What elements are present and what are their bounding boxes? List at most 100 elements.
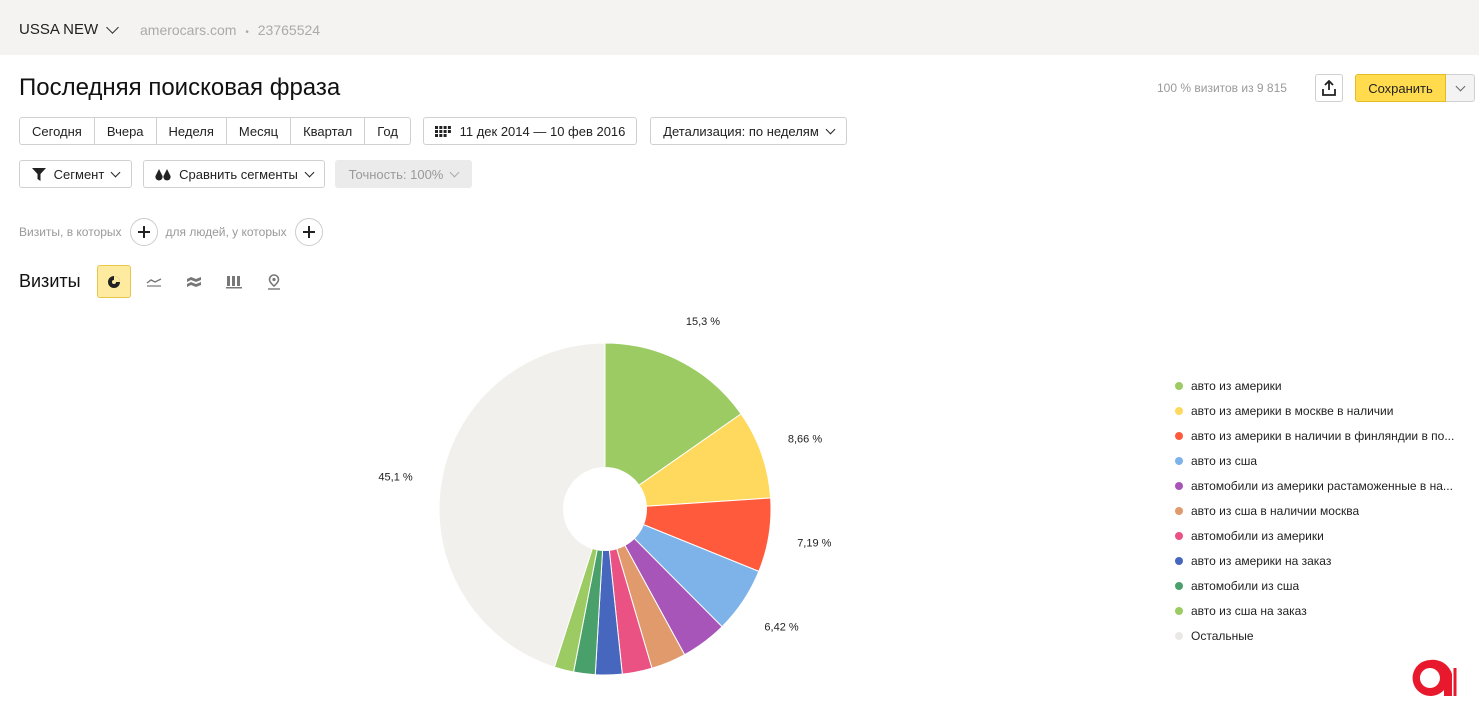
line-chart-icon — [146, 277, 162, 287]
top-bar: USSA NEW amerocars.com • 23765524 — [0, 0, 1479, 55]
legend-label: авто из сша на заказ — [1191, 603, 1307, 618]
legend-label: автомобили из америки — [1191, 528, 1324, 543]
legend-label: авто из сша — [1191, 453, 1257, 468]
people-filter-label: для людей, у которых — [165, 225, 287, 239]
counter-site: amerocars.com — [140, 22, 237, 38]
pie-slice-0[interactable] — [604, 342, 742, 510]
chevron-down-icon — [110, 167, 121, 177]
period-quarter[interactable]: Квартал — [291, 118, 366, 144]
legend-dot-icon — [1175, 556, 1183, 565]
chevron-down-icon — [304, 167, 315, 177]
legend-item-0[interactable]: авто из америки — [1175, 373, 1475, 398]
legend-dot-icon — [1175, 431, 1183, 440]
legend-item-8[interactable]: автомобили из сша — [1175, 573, 1475, 598]
segment-label: Сегмент — [53, 166, 105, 182]
period-year[interactable]: Год — [377, 123, 398, 139]
plus-icon — [302, 226, 315, 238]
legend-label: автомобили из америки растаможенные в на… — [1191, 478, 1453, 493]
save-button[interactable]: Сохранить — [1355, 74, 1446, 102]
compare-segments-button[interactable]: Сравнить сегменты — [143, 160, 325, 188]
legend-label: Остальные — [1191, 628, 1254, 643]
legend-label: авто из америки на заказ — [1191, 553, 1332, 568]
pie-chart-icon — [108, 275, 120, 288]
map-icon — [268, 273, 280, 290]
slice-label-10: 45,1 % — [378, 471, 412, 483]
legend-item-3[interactable]: авто из сша — [1175, 448, 1475, 473]
view-area-button[interactable] — [177, 265, 211, 298]
legend-dot-icon — [1175, 606, 1183, 615]
save-options-button[interactable] — [1446, 74, 1475, 102]
legend-label: авто из сша в наличии москва — [1191, 503, 1360, 518]
chevron-down-icon — [825, 124, 836, 134]
legend-label: авто из америки — [1191, 378, 1282, 393]
slice-label-2: 7,19 % — [797, 538, 831, 550]
legend-item-7[interactable]: авто из америки на заказ — [1175, 548, 1475, 573]
calendar-icon — [434, 125, 451, 137]
pie-slice-1[interactable] — [603, 413, 772, 510]
donut-hole — [563, 467, 647, 551]
page-title: Последняя поисковая фраза — [19, 74, 341, 101]
plus-icon — [137, 226, 150, 238]
accuracy-dropdown[interactable]: Точность: 100% — [335, 160, 472, 188]
legend-item-4[interactable]: автомобили из америки растаможенные в на… — [1175, 473, 1475, 498]
add-people-condition-button[interactable] — [294, 218, 323, 246]
add-visit-condition-button[interactable] — [129, 218, 158, 246]
legend-label: автомобили из сша — [1191, 578, 1300, 593]
area-chart-icon — [187, 276, 201, 287]
funnel-icon — [31, 167, 46, 181]
detail-dropdown[interactable]: Детализация: по неделям — [650, 117, 847, 145]
section-title: Визиты — [19, 271, 81, 291]
legend-dot-icon — [1175, 456, 1183, 465]
legend-dot-icon — [1175, 506, 1183, 515]
legend-item-6[interactable]: автомобили из америки — [1175, 523, 1475, 548]
legend-dot-icon — [1175, 531, 1183, 540]
legend-item-5[interactable]: авто из сша в наличии москва — [1175, 498, 1475, 523]
period-selector: Сегодня Вчера Неделя Месяц Квартал Год — [19, 117, 411, 145]
legend-dot-icon — [1175, 581, 1183, 590]
period-yesterday[interactable]: Вчера — [95, 118, 157, 144]
export-icon — [1322, 80, 1336, 96]
legend-label: авто из америки в наличии в финляндии в … — [1191, 428, 1455, 443]
date-range-label: 11 дек 2014 — 10 фев 2016 — [459, 123, 626, 139]
chevron-down-icon — [1455, 81, 1465, 91]
view-pie-button[interactable] — [97, 265, 131, 298]
counter-name: USSA NEW — [19, 21, 99, 38]
legend-dot-icon — [1175, 406, 1183, 415]
slice-label-3: 6,42 % — [764, 621, 798, 633]
legend-item-1[interactable]: авто из америки в москве в наличии — [1175, 398, 1475, 423]
view-map-button[interactable] — [257, 265, 291, 298]
view-bar-button[interactable] — [217, 265, 251, 298]
slice-label-1: 8,66 % — [788, 434, 822, 446]
segment-button[interactable]: Сегмент — [19, 160, 132, 188]
chevron-down-icon — [449, 167, 460, 177]
view-line-button[interactable] — [137, 265, 171, 298]
slice-label-0: 15,3 % — [686, 316, 720, 328]
legend-item-10[interactable]: Остальные — [1175, 623, 1475, 648]
legend-dot-icon — [1175, 381, 1183, 390]
legend-item-2[interactable]: авто из америки в наличии в финляндии в … — [1175, 423, 1475, 448]
accuracy-label: Точность: 100% — [348, 166, 444, 182]
pie-chart: 15,3 % 8,66 % 7,19 % 6,42 % 45,1 % — [378, 316, 832, 676]
period-today[interactable]: Сегодня — [20, 118, 95, 144]
pie-slice-10[interactable] — [438, 342, 606, 668]
accell-logo — [1412, 659, 1457, 696]
counter-site-info: amerocars.com • 23765524 — [140, 22, 320, 38]
legend-dot-icon — [1175, 481, 1183, 490]
detail-label: Детализация: по неделям — [663, 123, 819, 139]
counter-id: 23765524 — [257, 22, 321, 38]
visits-filter-label: Визиты, в которых — [19, 225, 122, 239]
filter-row: Визиты, в которых для людей, у которых — [19, 218, 331, 246]
bar-chart-icon — [226, 275, 242, 288]
date-range-button[interactable]: 11 дек 2014 — 10 фев 2016 — [423, 117, 637, 145]
legend-dot-icon — [1175, 631, 1183, 640]
visits-share: 100 % визитов из 9 815 — [1157, 81, 1287, 95]
separator-dot: • — [245, 27, 249, 38]
period-week[interactable]: Неделя — [157, 118, 227, 144]
period-month[interactable]: Месяц — [227, 118, 292, 144]
export-button[interactable] — [1315, 74, 1343, 102]
compare-icon — [155, 168, 171, 180]
compare-label: Сравнить сегменты — [179, 166, 298, 182]
legend-label: авто из америки в москве в наличии — [1191, 403, 1394, 418]
counter-selector[interactable]: USSA NEW — [19, 20, 120, 38]
legend-item-9[interactable]: авто из сша на заказ — [1175, 598, 1475, 623]
